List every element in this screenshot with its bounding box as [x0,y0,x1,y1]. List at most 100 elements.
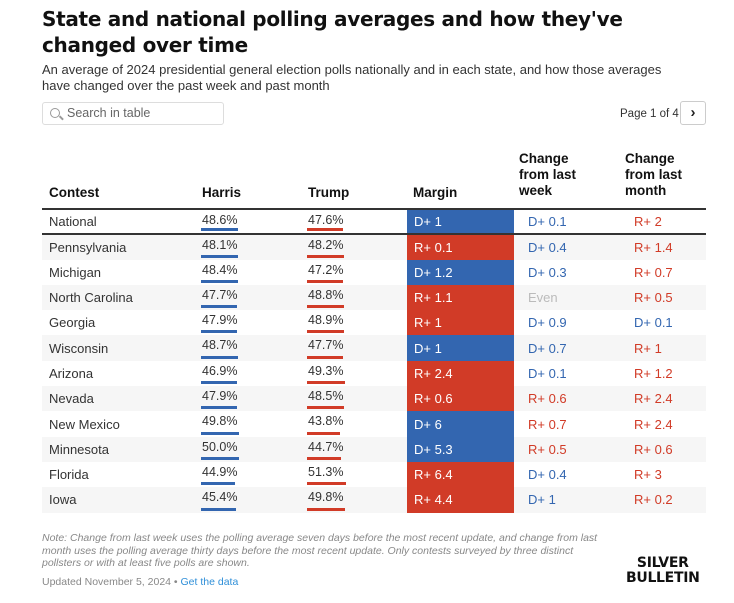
change-month: R+ 1.2 [634,365,673,381]
trump-cell: 48.8% [301,285,407,310]
contest-name: Iowa [49,492,77,508]
trump-value: 47.6% [308,213,344,227]
change-week: D+ 0.3 [528,264,567,280]
next-page-button[interactable]: › [680,101,706,125]
table-row: Florida 44.9% 51.3% R+ 6.4 D+ 0.4 R+ 3 [42,461,706,488]
harris-bar [201,507,236,511]
trump-bar [307,305,345,309]
harris-cell: 48.7% [195,335,301,360]
trump-bar [307,254,344,258]
trump-cell: 47.7% [301,335,407,360]
harris-cell: 45.4% [195,487,301,512]
trump-bar [307,279,343,283]
harris-bar [201,482,236,486]
change-week: D+ 0.4 [528,467,567,483]
harris-bar [201,305,238,309]
harris-cell: 46.9% [195,361,301,386]
harris-cell: 48.1% [195,234,301,259]
harris-bar [201,406,238,410]
change-month: R+ 1.4 [634,239,673,255]
table-row: Nevada 47.9% 48.5% R+ 0.6 R+ 0.6 R+ 2.4 [42,386,706,412]
harris-bar [201,431,239,435]
change-week: R+ 0.7 [528,416,567,432]
header-contest[interactable]: Contest [49,185,100,200]
header-change-week[interactable]: Change from last week [519,151,577,198]
header-margin[interactable]: Margin [413,185,458,200]
margin-cell: R+ 6.4 [407,461,514,488]
trump-bar [307,482,346,486]
contest-name: National [49,214,97,230]
margin-cell: R+ 2.4 [407,360,514,387]
harris-bar [201,228,238,232]
table-row: Georgia 47.9% 48.9% R+ 1 D+ 0.9 D+ 0.1 [42,310,706,336]
trump-cell: 48.5% [301,386,407,411]
trump-bar [307,330,345,334]
harris-value: 48.6% [202,213,238,227]
contest-name: Arizona [49,365,94,381]
search-input[interactable]: Search in table [42,102,224,125]
harris-value: 48.4% [202,262,238,277]
get-data-link[interactable]: Get the data [180,576,239,588]
change-month: R+ 2 [634,214,662,230]
margin-cell: D+ 6 [407,411,514,437]
change-week: D+ 1 [528,492,556,508]
trump-value: 43.8% [308,414,344,429]
header-harris[interactable]: Harris [202,185,242,200]
change-month: R+ 1 [634,340,662,356]
trump-value: 48.2% [308,238,344,253]
table-row: Iowa 45.4% 49.8% R+ 4.4 D+ 1 R+ 0.2 [42,487,706,513]
header-change-month[interactable]: Change from last month [625,151,683,198]
contest-name: Nevada [49,391,94,407]
margin-cell: D+ 1 [407,209,514,235]
harris-value: 50.0% [202,439,238,454]
harris-cell: 50.0% [195,437,301,462]
trump-cell: 43.8% [301,411,407,436]
updated-date: Updated November 5, 2024 • [42,576,178,588]
header-trump[interactable]: Trump [308,185,350,200]
margin-cell: R+ 0.1 [407,234,514,260]
table-row: Michigan 48.4% 47.2% D+ 1.2 D+ 0.3 R+ 0.7 [42,259,706,285]
footnote: Note: Change from last week uses the pol… [42,532,598,569]
change-week: D+ 0.1 [528,365,567,381]
contest-name: Florida [49,467,89,483]
harris-bar [201,279,238,283]
harris-value: 46.9% [202,363,238,378]
harris-cell: 48.4% [195,260,301,285]
table-row: Minnesota 50.0% 44.7% D+ 5.3 R+ 0.5 R+ 0.6 [42,436,706,462]
change-week: Even [528,290,558,306]
polling-table: National 48.6% 47.6% D+ 1 D+ 0.1 R+ 2 Pennsylv… [42,208,706,513]
trump-bar [307,456,341,460]
change-week: R+ 0.5 [528,441,567,457]
change-week: D+ 0.4 [528,239,567,255]
contest-name: Georgia [49,315,96,331]
search-placeholder: Search in table [67,106,151,120]
trump-value: 48.8% [308,287,344,302]
margin-cell: D+ 5.3 [407,436,514,462]
change-month: R+ 0.7 [634,264,673,280]
change-month: R+ 2.4 [634,391,673,407]
harris-bar [201,355,238,359]
trump-cell: 47.2% [301,260,407,285]
margin-cell: D+ 1 [407,335,514,361]
trump-cell: 49.3% [301,361,407,386]
change-week: D+ 0.7 [528,340,567,356]
trump-bar [307,381,345,385]
trump-value: 49.8% [308,490,344,505]
margin-cell: R+ 1.1 [407,284,514,311]
trump-bar [307,431,341,435]
harris-value: 44.9% [202,464,238,479]
harris-value: 47.9% [202,313,238,328]
trump-cell: 44.7% [301,437,407,462]
trump-cell: 51.3% [301,462,407,487]
change-month: R+ 0.5 [634,290,673,306]
contest-name: New Mexico [49,416,120,432]
trump-value: 47.7% [308,338,344,353]
harris-value: 49.8% [202,414,238,429]
page-indicator: Page 1 of 4 [620,108,679,120]
harris-cell: 47.7% [195,285,301,310]
trump-bar [307,355,344,359]
harris-cell: 44.9% [195,462,301,487]
contest-name: North Carolina [49,290,133,306]
harris-bar [201,254,238,258]
harris-bar [201,330,238,334]
